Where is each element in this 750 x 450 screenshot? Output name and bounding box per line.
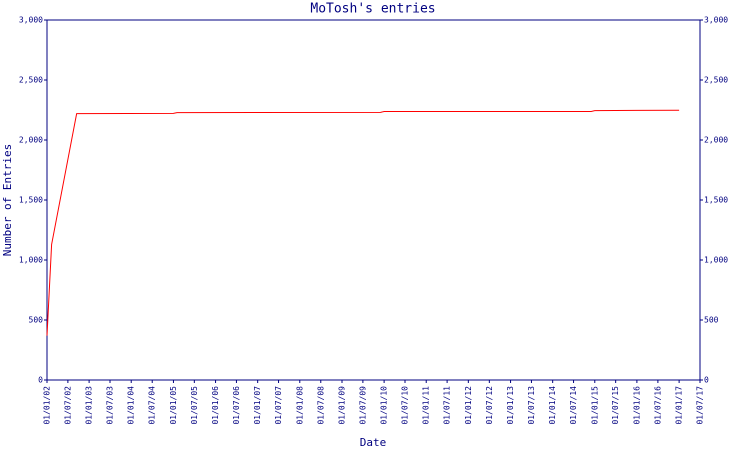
x-tick-label: 01/07/05: [190, 386, 199, 425]
x-tick-label: 01/01/13: [506, 386, 515, 425]
x-tick-label: 01/01/02: [43, 386, 52, 425]
y2-tick-label: 500: [704, 316, 719, 325]
x-tick-label: 01/07/08: [316, 386, 325, 425]
x-tick-label: 01/07/06: [232, 386, 241, 425]
x-tick-label: 01/07/10: [400, 386, 409, 425]
x-tick-label: 01/07/03: [105, 386, 114, 425]
x-tick-label: 01/07/11: [443, 386, 452, 425]
x-tick-label: 01/01/11: [422, 386, 431, 425]
y-tick-label: 2,500: [19, 76, 43, 85]
y-axis-label: Number of Entries: [1, 144, 14, 257]
x-tick-label: 01/01/03: [85, 386, 94, 425]
x-tick-label: 01/07/04: [148, 386, 157, 425]
x-tick-label: 01/01/10: [380, 386, 389, 425]
y-tick-label: 500: [29, 316, 44, 325]
x-tick-label: 01/01/16: [632, 386, 641, 425]
y2-tick-label: 3,000: [704, 16, 728, 25]
x-tick-label: 01/07/17: [696, 386, 705, 425]
plot-frame: [46, 19, 701, 381]
y2-tick-label: 1,500: [704, 196, 728, 205]
y2-tick-label: 0: [704, 376, 709, 385]
y2-tick-label: 2,500: [704, 76, 728, 85]
y-tick-label: 1,000: [19, 256, 43, 265]
x-tick-label: 01/07/02: [63, 386, 72, 425]
x-tick-label: 01/01/14: [548, 386, 557, 425]
y-tick-label: 1,500: [19, 196, 43, 205]
y-tick-label: 0: [38, 376, 43, 385]
y-tick-label: 2,000: [19, 136, 43, 145]
x-tick-label: 01/07/12: [485, 386, 494, 425]
y-tick-label: 3,000: [19, 16, 43, 25]
x-tick-label: 01/01/05: [169, 386, 178, 425]
y2-tick-label: 2,000: [704, 136, 728, 145]
x-tick-label: 01/01/04: [127, 386, 136, 425]
x-tick-label: 01/07/07: [274, 386, 283, 425]
x-tick-label: 01/07/09: [358, 386, 367, 425]
y2-tick-label: 1,000: [704, 256, 728, 265]
x-tick-label: 01/07/16: [653, 386, 662, 425]
x-tick-label: 01/01/08: [295, 386, 304, 425]
chart-title: MoTosh's entries: [310, 2, 435, 17]
x-tick-label: 01/01/15: [590, 386, 599, 425]
x-axis-label: Date: [360, 436, 387, 449]
x-tick-label: 01/01/09: [338, 386, 347, 425]
x-tick-label: 01/01/12: [464, 386, 473, 425]
x-tick-label: 01/01/07: [253, 386, 262, 425]
x-tick-label: 01/01/17: [675, 386, 684, 425]
data-line: [46, 109, 680, 336]
x-tick-label: 01/07/15: [611, 386, 620, 425]
x-tick-label: 01/07/14: [569, 386, 578, 425]
x-tick-label: 01/07/13: [527, 386, 536, 425]
x-tick-label: 01/01/06: [211, 386, 220, 425]
